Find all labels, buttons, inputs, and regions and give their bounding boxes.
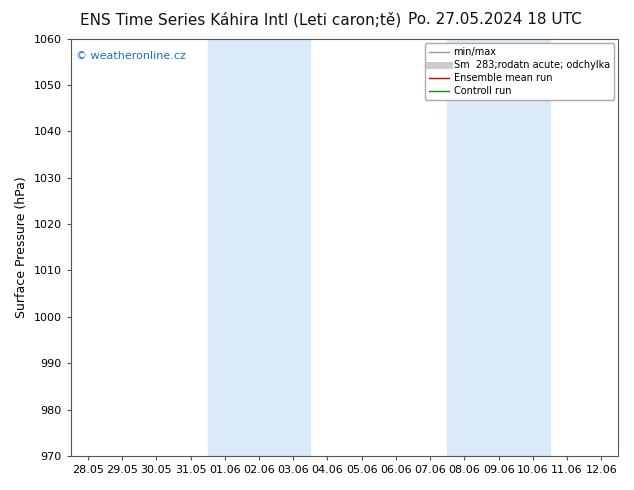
Bar (208, 39, 311, 456)
Text: Po. 27.05.2024 18 UTC: Po. 27.05.2024 18 UTC (408, 12, 581, 27)
Text: © weatheronline.cz: © weatheronline.cz (76, 51, 186, 61)
Legend: min/max, Sm  283;rodatn acute; odchylka, Ensemble mean run, Controll run: min/max, Sm 283;rodatn acute; odchylka, … (425, 44, 614, 100)
Text: ENS Time Series Káhira Intl (Leti caron;tě): ENS Time Series Káhira Intl (Leti caron;… (81, 12, 401, 28)
Bar (448, 39, 550, 456)
Y-axis label: Surface Pressure (hPa): Surface Pressure (hPa) (15, 176, 28, 318)
